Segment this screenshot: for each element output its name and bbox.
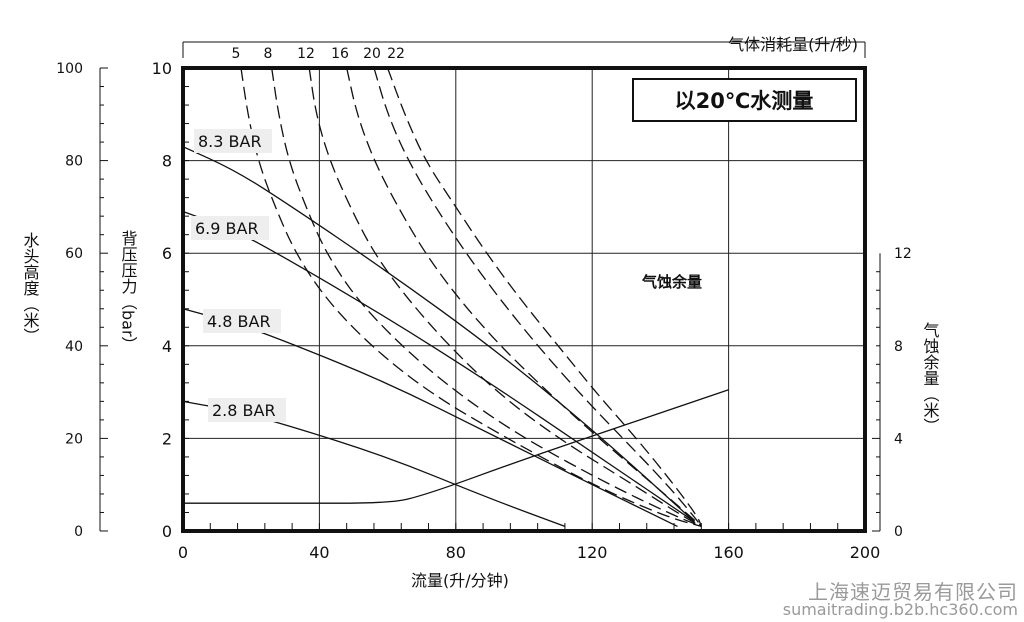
watermark-url: sumaitrading.b2b.hc360.com [782,600,1018,619]
head-axis [99,67,108,532]
pressure-curve-label: 8.3 BAR [198,132,262,151]
plot-frame [181,66,867,533]
npsh-tick-label: 4 [894,431,903,447]
pressure-curve-label: 2.8 BAR [212,401,276,420]
air-consumption-curve-16 [346,67,702,527]
head-tick-label: 40 [65,339,83,355]
x-tick-label: 200 [850,543,881,562]
air-consumption-curve-8 [271,67,702,528]
air-consumption-curve-22 [386,67,702,527]
pressure-label-bg [194,129,272,153]
y-tick-label: 2 [162,429,172,448]
air-tick-label: 16 [331,46,349,62]
pressure-curve-6-9-bar [182,210,695,523]
x-tick-label: 120 [577,543,608,562]
air-consumption-curve-12 [308,67,702,527]
y-axis-label: 背压压力（bar） [119,230,138,353]
npsh-axis-label: 气蚀余量（米） [921,322,940,434]
x-axis-label: 流量(升/分钟) [411,571,509,590]
x-tick-label: 40 [309,543,329,562]
head-tick-label: 20 [65,431,83,447]
pressure-label-bg [203,309,281,333]
air-tick-label: 8 [264,46,273,62]
y-tick-label: 8 [162,152,172,171]
x-tick-label: 160 [713,543,744,562]
chart-title: 以20℃水测量 [675,89,814,113]
air-tick-label: 22 [387,46,405,62]
head-tick-label: 0 [74,524,83,540]
air-consumption-curve-5 [240,67,702,528]
head-tick-label: 80 [65,154,83,170]
air-tick-label: 12 [297,46,315,62]
y-tick-label: 6 [162,244,172,263]
air-tick-label: 5 [232,46,241,62]
pressure-curve-label: 4.8 BAR [207,312,271,331]
title-box [632,78,857,122]
minor-ticks [182,86,866,532]
pressure-curve-label: 6.9 BAR [195,219,259,238]
air-axis-bracket [182,41,866,58]
air-consumption-curve-20 [373,67,702,527]
gridlines [183,68,865,531]
npsh-tick-label: 8 [894,339,903,355]
air-axis-label: 气体消耗量(升/秒) [728,35,858,54]
head-tick-label: 60 [65,246,83,262]
pressure-curve-8-3-bar [182,146,695,523]
pressure-label-bg [191,216,269,240]
x-tick-label: 80 [446,543,466,562]
head-axis-label: 水头高度（米） [21,232,40,344]
y-tick-label: 4 [162,337,172,356]
npsh-axis [872,253,881,532]
npsh-annotation: 气蚀余量 [641,273,702,291]
npsh-tick-label: 12 [894,246,912,262]
head-tick-label: 100 [56,61,83,77]
y-tick-label: 0 [162,522,172,541]
pressure-label-bg [208,398,286,422]
npsh-curve [183,389,729,504]
npsh-tick-label: 0 [894,524,903,540]
x-tick-label: 0 [178,543,188,562]
watermark-company: 上海速迈贸易有限公司 [808,580,1018,604]
y-tick-label: 10 [152,59,172,78]
air-tick-label: 20 [363,46,381,62]
